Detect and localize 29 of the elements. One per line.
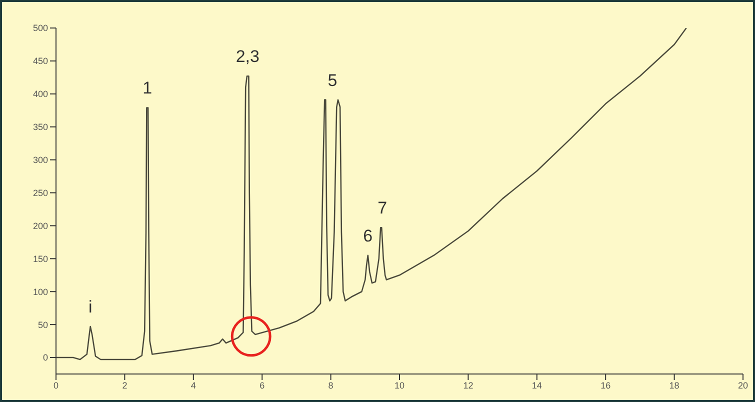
x-tick-label: 8	[328, 380, 334, 390]
y-tick-label: 200	[32, 220, 48, 231]
x-tick-label: 18	[669, 380, 680, 390]
y-tick-label: 300	[32, 155, 48, 166]
y-tick-label: 450	[32, 56, 48, 66]
y-tick-label: 400	[32, 89, 48, 100]
annotation: 2,3	[236, 47, 260, 66]
x-tick-label: 6	[260, 380, 265, 390]
annotation: 5	[328, 70, 338, 90]
y-tick-label: 100	[32, 286, 48, 297]
x-tick-label: 12	[463, 380, 474, 390]
x-tick-label: 4	[190, 380, 196, 390]
y-tick-label: 500	[32, 23, 48, 34]
x-tick-label: 16	[600, 380, 611, 390]
annotation: 6	[363, 226, 373, 246]
y-tick-label: 350	[32, 122, 48, 132]
annotation: 1	[142, 78, 152, 98]
x-tick-label: 14	[532, 380, 542, 390]
y-tick-label: 50	[38, 320, 48, 330]
x-tick-label: 20	[738, 380, 748, 390]
y-tick-label: 0	[42, 352, 48, 363]
annotation: i	[88, 298, 92, 317]
y-tick-label: 150	[32, 254, 48, 264]
x-tick-label: 10	[394, 380, 405, 390]
x-tick-label: 2	[122, 380, 128, 390]
annotation: 7	[378, 198, 388, 218]
y-tick-label: 250	[32, 188, 48, 198]
x-tick-label: 0	[53, 380, 59, 390]
line-series	[56, 28, 687, 360]
